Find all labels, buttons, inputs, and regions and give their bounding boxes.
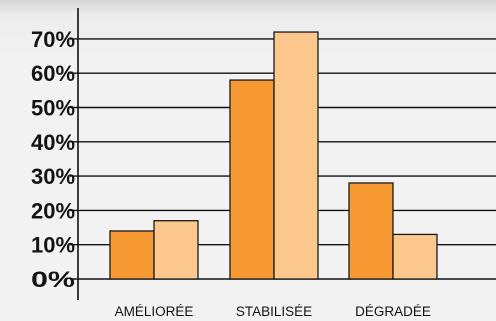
y-tick-labels: 0% 10% 20% 30% 40% 50% 60% 70%: [31, 27, 75, 292]
x-category-label: AMÉLIORÉE: [115, 304, 194, 319]
bar: [348, 182, 394, 280]
x-category-label: STABILISÉE: [236, 304, 312, 319]
y-tick-label: 50%: [31, 96, 75, 121]
bar: [273, 31, 319, 280]
bar: [153, 220, 199, 280]
y-tick-label: 10%: [31, 233, 75, 258]
bar: [392, 233, 438, 280]
x-category-labels: AMÉLIORÉE STABILISÉE DÉGRADÉE: [115, 304, 431, 319]
y-tick-label: 40%: [31, 130, 75, 155]
y-tick-label: 70%: [31, 27, 75, 52]
bar: [109, 230, 155, 280]
y-tick-label: 30%: [31, 164, 75, 189]
y-tick-label: 20%: [31, 198, 75, 223]
y-tick-label: 60%: [31, 61, 75, 86]
bar: [229, 79, 275, 280]
x-category-label: DÉGRADÉE: [355, 304, 431, 319]
y-tick-label: 0%: [31, 267, 75, 292]
bars: [109, 31, 438, 280]
